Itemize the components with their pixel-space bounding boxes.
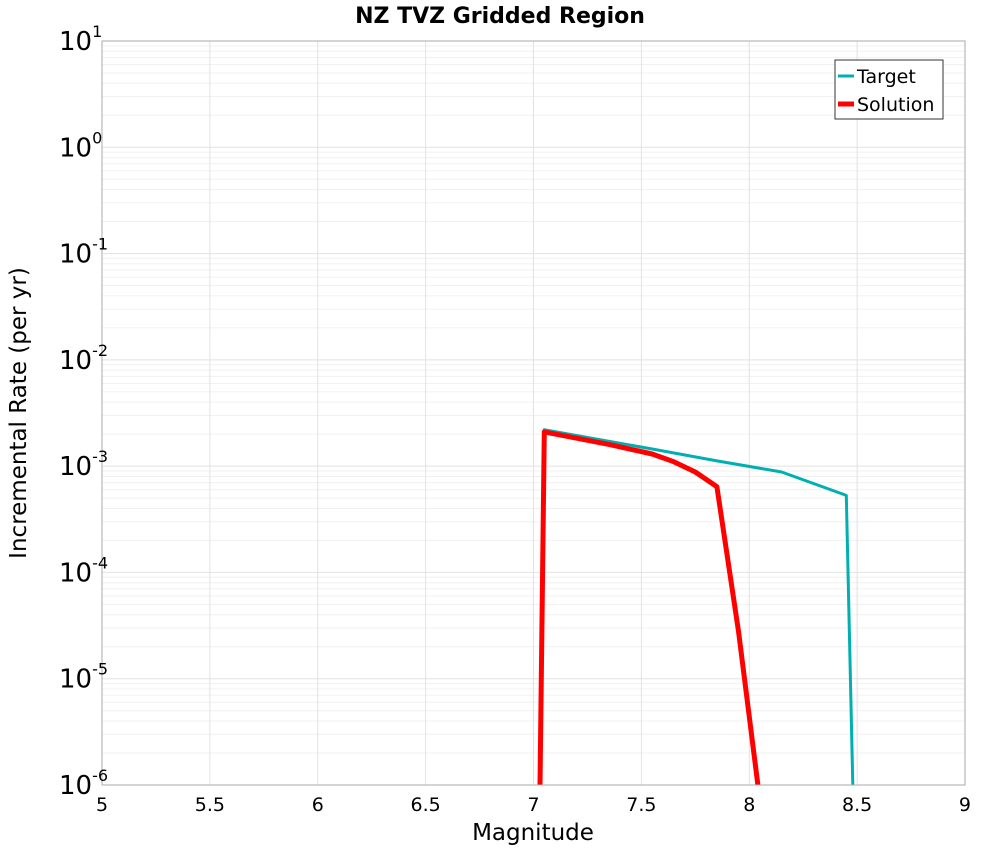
legend-label-solution: Solution (857, 94, 934, 116)
x-tick-label: 9 (959, 794, 971, 816)
x-tick-label: 5 (96, 794, 108, 816)
x-tick-label: 5.5 (195, 794, 225, 816)
legend-box (834, 59, 944, 120)
legend-label-target: Target (856, 66, 916, 88)
y-tick-label: 101 (59, 22, 102, 57)
plot-frame (101, 40, 966, 786)
y-tick-label: 10-2 (59, 341, 108, 376)
x-axis-label: Magnitude (472, 820, 594, 846)
x-tick-label: 7.5 (626, 794, 656, 816)
chart-title: NZ TVZ Gridded Region (355, 4, 645, 29)
x-tick-label: 6 (312, 794, 324, 816)
y-tick-label: 10-6 (59, 766, 108, 801)
y-axis-label: Incremental Rate (per yr) (6, 267, 32, 559)
series-line-solution (537, 429, 761, 786)
y-tick-label: 10-3 (59, 447, 108, 482)
y-tick-label: 10-1 (59, 235, 108, 270)
series-lines (537, 428, 855, 786)
x-tick-label: 7 (527, 794, 539, 816)
x-tick-label: 6.5 (411, 794, 441, 816)
y-tick-label: 10-5 (59, 660, 108, 695)
grid (101, 40, 966, 786)
y-tick-label: 10-4 (59, 553, 108, 588)
x-tick-label: 8 (743, 794, 755, 816)
x-tick-label: 8.5 (842, 794, 872, 816)
y-ticks: 10-6 10-5 10-4 10-3 10-2 10-1 100 101 (59, 22, 108, 801)
legend: Target Solution (834, 59, 944, 120)
y-tick-label: 100 (59, 128, 102, 163)
x-ticks: 5 5.5 6 6.5 7 7.5 8 8.5 9 (96, 794, 971, 816)
